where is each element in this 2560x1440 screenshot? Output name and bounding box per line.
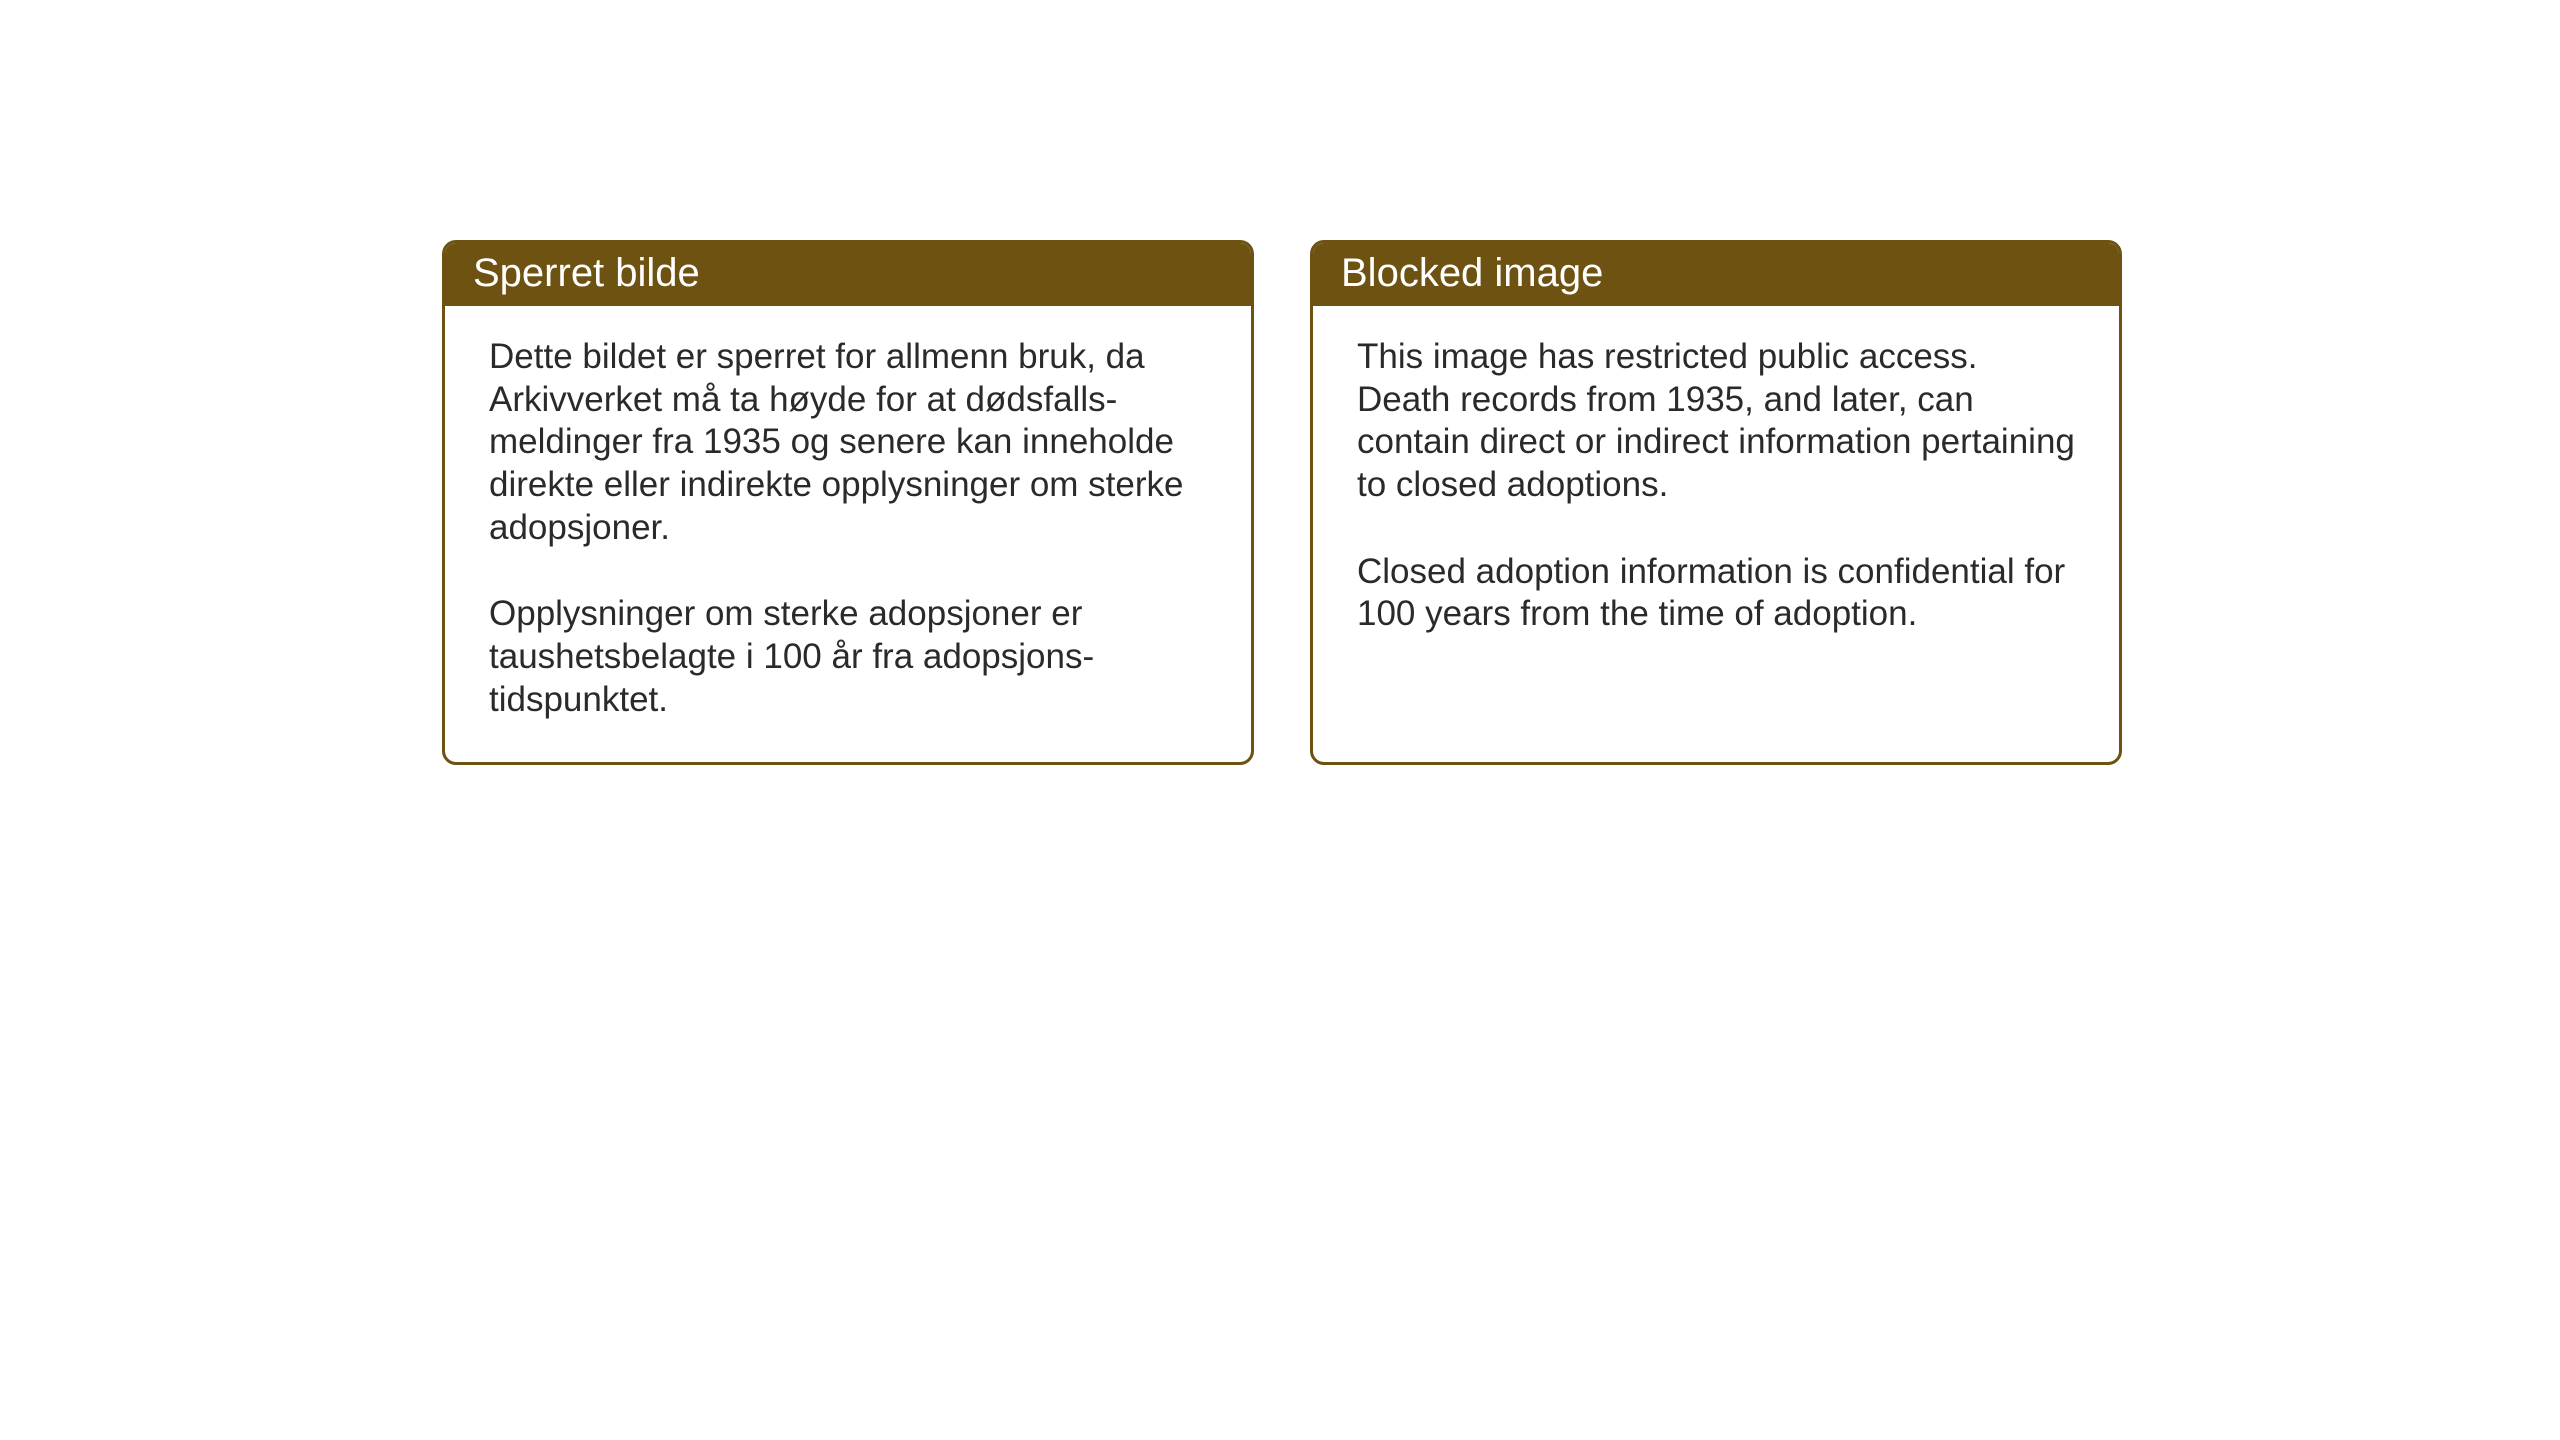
- card-header-norwegian: Sperret bilde: [445, 243, 1251, 306]
- card-header-english: Blocked image: [1313, 243, 2119, 306]
- cards-container: Sperret bilde Dette bildet er sperret fo…: [0, 0, 2560, 765]
- card-body-english: This image has restricted public access.…: [1313, 306, 2119, 736]
- card-paragraph-norwegian-1: Dette bildet er sperret for allmenn bruk…: [489, 336, 1207, 549]
- card-paragraph-english-1: This image has restricted public access.…: [1357, 336, 2075, 507]
- card-body-norwegian: Dette bildet er sperret for allmenn bruk…: [445, 306, 1251, 762]
- blocked-image-card-norwegian: Sperret bilde Dette bildet er sperret fo…: [442, 240, 1254, 765]
- card-paragraph-english-2: Closed adoption information is confident…: [1357, 551, 2075, 636]
- card-paragraph-norwegian-2: Opplysninger om sterke adopsjoner er tau…: [489, 593, 1207, 721]
- blocked-image-card-english: Blocked image This image has restricted …: [1310, 240, 2122, 765]
